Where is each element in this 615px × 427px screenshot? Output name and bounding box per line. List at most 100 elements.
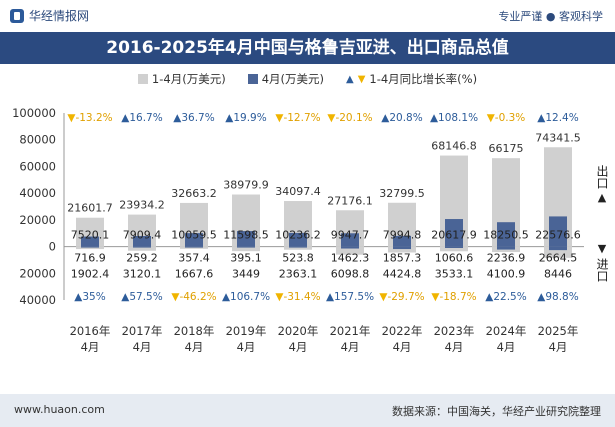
import-cumulative-bar [388, 246, 416, 253]
export-cumulative-label: 74341.5 [535, 131, 581, 144]
y-tick-label: 40000 [19, 186, 56, 200]
import-cumulative-bar [180, 246, 208, 249]
import-growth-rate: ▼-18.7% [431, 291, 476, 303]
export-april-bar [549, 216, 567, 247]
import-growth-rate: ▲106.7% [222, 291, 270, 303]
import-side-label: ▼ 进口 [595, 242, 609, 282]
import-april-label: 523.8 [282, 252, 314, 265]
export-april-label: 7909.4 [123, 229, 162, 242]
export-growth-rate: ▼-12.7% [275, 112, 320, 124]
footer-website[interactable]: www.huaon.com [14, 403, 105, 416]
footer-source: 数据来源：中国海关，华经产业研究院整理 [392, 405, 601, 418]
export-growth-rate: ▲20.8% [381, 112, 422, 124]
import-cumulative-bar [232, 246, 260, 252]
x-tick-label-year: 2019年 [226, 324, 267, 338]
import-april-bar [289, 246, 307, 248]
export-april-label: 9947.7 [331, 229, 370, 242]
import-cumulative-label: 3449 [232, 268, 260, 281]
import-cumulative-label: 1902.4 [71, 268, 110, 281]
import-cumulative-bar [544, 246, 572, 258]
export-april-bar [289, 232, 307, 247]
export-cumulative-label: 21601.7 [67, 202, 113, 215]
export-april-label: 10236.2 [275, 229, 321, 242]
down-arrow-icon: ▼ [597, 242, 607, 255]
import-cumulative-label: 3533.1 [435, 268, 474, 281]
import-growth-rate: ▲157.5% [326, 291, 374, 303]
export-cumulative-label: 27176.1 [327, 194, 373, 207]
growth-rate-value: -29.7% [387, 291, 424, 303]
x-tick-label-month: 4月 [497, 340, 516, 354]
legend-swatch-cumulative [137, 74, 148, 84]
growth-rate-value: 19.9% [233, 112, 266, 124]
import-april-bar [341, 246, 359, 249]
growth-rate-value: -0.3% [495, 112, 525, 124]
growth-rate-value: -31.4% [283, 291, 320, 303]
export-april-bar [393, 235, 411, 247]
import-cumulative-label: 2363.1 [279, 268, 318, 281]
export-april-label: 7520.1 [71, 229, 110, 242]
x-tick-label-year: 2024年 [486, 324, 527, 338]
import-cumulative-bar [284, 246, 312, 250]
export-april-label: 22576.6 [535, 229, 581, 242]
import-cumulative-bar [336, 246, 364, 255]
brand-logo[interactable]: 华经情报网 [10, 7, 89, 24]
up-triangle-icon: ▲ [326, 291, 335, 303]
legend-label-april: 4月(万美元) [261, 72, 324, 86]
import-cumulative-bar [440, 246, 468, 252]
up-triangle-icon: ▲ [225, 112, 234, 124]
import-growth-rate: ▲35% [74, 291, 105, 303]
up-triangle-icon: ▲ [485, 291, 494, 303]
export-cumulative-label: 23934.2 [119, 199, 165, 212]
import-april-label: 2664.5 [539, 252, 578, 265]
export-april-label: 18250.5 [483, 229, 529, 242]
x-tick-label-year: 2025年 [538, 324, 579, 338]
legend-swatch-april [247, 74, 258, 84]
up-triangle-icon: ▲ [74, 291, 83, 303]
export-april-label: 7994.8 [383, 229, 422, 242]
down-triangle-icon: ▼ [487, 112, 496, 124]
x-tick-label-year: 2017年 [122, 324, 163, 338]
import-april-bar [497, 246, 515, 250]
import-growth-rate: ▼-31.4% [275, 291, 320, 303]
growth-rate-value: -13.2% [75, 112, 112, 124]
down-triangle-icon: ▼ [431, 291, 440, 303]
legend-label-cumulative: 1-4月(万美元) [151, 72, 226, 86]
y-tick-label: 40000 [19, 293, 56, 307]
chart-title: 2016-2025年4月中国与格鲁吉亚进、出口商品总值 [0, 32, 615, 64]
x-tick-label-month: 4月 [341, 340, 360, 354]
up-triangle-icon: ▲ [222, 291, 231, 303]
export-april-bar [341, 233, 359, 247]
export-cumulative-label: 32663.2 [171, 187, 217, 200]
import-cumulative-label: 6098.8 [331, 268, 370, 281]
export-april-label: 10059.5 [171, 229, 217, 242]
growth-rate-value: 157.5% [334, 291, 374, 303]
y-tick-label: 80000 [19, 133, 56, 147]
x-tick-label-month: 4月 [81, 340, 100, 354]
import-april-label: 1060.6 [435, 252, 474, 265]
y-tick-label: 20000 [19, 266, 56, 280]
export-april-bar [445, 219, 463, 247]
import-label: 进口 [595, 258, 609, 282]
growth-rate-value: 12.4% [545, 112, 578, 124]
growth-rate-value: 35% [82, 291, 105, 303]
x-tick-label-year: 2021年 [330, 324, 371, 338]
x-tick-label-month: 4月 [549, 340, 568, 354]
import-cumulative-bar [128, 246, 156, 251]
up-triangle-icon: ▲ [121, 112, 130, 124]
export-growth-rate: ▼-20.1% [327, 112, 372, 124]
export-side-label: 出口 ▲ [595, 165, 609, 205]
import-cumulative-label: 4100.9 [487, 268, 526, 281]
x-tick-label-month: 4月 [185, 340, 204, 354]
down-triangle-icon: ▼ [275, 112, 284, 124]
growth-rate-value: 108.1% [438, 112, 478, 124]
export-cumulative-label: 38979.9 [223, 179, 269, 192]
import-growth-rate: ▼-29.7% [379, 291, 424, 303]
y-tick-label: 0 [49, 240, 56, 254]
import-april-label: 1857.3 [383, 252, 422, 265]
growth-rate-value: 20.8% [389, 112, 422, 124]
import-cumulative-label: 4424.8 [383, 268, 422, 281]
down-triangle-icon: ▼ [379, 291, 388, 303]
logo-text: 华经情报网 [29, 9, 90, 23]
growth-rate-value: 57.5% [129, 291, 162, 303]
up-triangle-icon: ▲ [121, 291, 130, 303]
